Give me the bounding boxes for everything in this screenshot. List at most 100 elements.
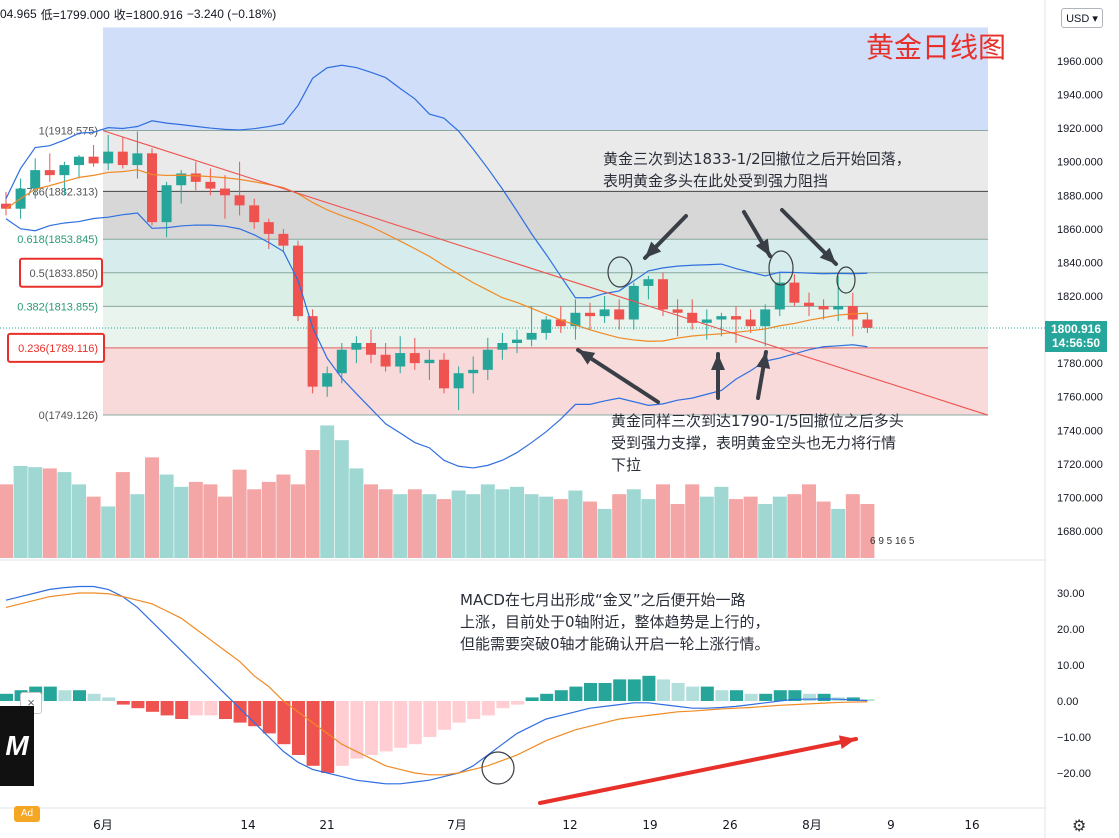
time-tick-label: 6月 [93,818,113,832]
macd-histogram-bar [175,701,189,719]
macd-histogram-bar [146,701,159,712]
candle-body [409,353,420,364]
volume-bar [72,484,86,558]
candle-body [103,151,114,164]
macd-histogram-bar [233,701,247,723]
bar-countdown: 14:56:50 [1051,336,1101,350]
volume-bar [583,501,597,558]
candle-body [74,156,84,166]
volume-bar [101,506,116,558]
annotation-arrowhead [838,735,856,750]
macd-histogram-bar [730,690,743,701]
volume-bar [174,486,189,558]
candle-body [731,316,741,320]
macd-histogram-bar [700,686,714,701]
price-tick-label: 1700.000 [1057,492,1103,504]
volume-bar [261,481,276,558]
candle-body [847,306,858,320]
candle-body [818,306,829,310]
volume-bar [539,496,554,558]
fib-zone [103,27,988,131]
volume-bar [422,494,437,558]
candle-body [585,312,595,317]
candle-body [570,312,581,327]
volume-bar [758,504,773,558]
highlight-circle [607,256,633,288]
volume-bar [291,484,305,558]
highlight-circle [836,266,856,294]
volume-bar [729,499,743,558]
macd-histogram-bar [613,679,627,701]
macd-histogram-bar [160,701,174,716]
note-line: 表明黄金多头在此处受到强力阻挡 [603,172,829,190]
volume-bar [699,496,714,558]
candle-body [774,282,785,310]
macd-histogram-bar [452,701,466,723]
macd-tick-label: 10.00 [1057,660,1085,672]
macd-histogram-bar [744,693,758,701]
macd-histogram-bar [335,701,349,766]
candle-body [497,343,508,350]
volume-bar [524,494,539,558]
time-tick-label: 12 [562,818,577,832]
note-line: 黄金同样三次到达1790-1/5回撤位之后多头 [611,412,904,430]
gear-icon[interactable]: ⚙ [1072,818,1087,835]
candle-body [59,165,70,176]
macd-histogram-bar [365,701,378,755]
volume-bar [495,489,510,558]
macd-note: MACD在七月出形成“金叉”之后便开始一路 上涨，目前处于0轴附近，整体趋势是上… [460,589,770,655]
volume-bar [13,465,28,558]
fib-highlight-box [19,257,103,288]
candle-body [628,285,639,320]
ad-logo[interactable]: M [0,706,34,786]
macd-histogram-bar [102,697,116,701]
macd-histogram-bar [0,693,13,701]
resistance-note: 黄金三次到达1833-1/2回撤位之后开始回落， 表明黄金多头在此处受到强力阻挡 [603,148,911,192]
volume-bar [232,469,247,558]
golden-cross-circle [481,751,515,785]
volume-bar [714,486,729,558]
note-line: 上涨，目前处于0轴附近，整体趋势是上行的， [460,613,770,631]
macd-tick-label: −10.00 [1057,732,1091,744]
currency-select[interactable]: USD ▾ [1061,8,1103,28]
macd-histogram-bar [394,701,408,748]
ohlc-header: 04.965 低=1799.000 收=1800.916 −3.240 (−0.… [0,4,280,24]
candle-body [263,222,274,234]
macd-histogram-bar [554,690,568,701]
macd-histogram-bar [350,701,364,759]
candle-body [789,282,800,303]
annotation-arrow [538,737,858,805]
ad-badge: Ad [14,806,40,822]
candle-body [541,319,552,333]
candle-body [220,188,230,196]
macd-histogram-bar [788,690,802,701]
fib-level-label: 0.236(1789.116) [18,343,98,355]
candle-body [658,279,668,310]
volume-bar [320,425,335,558]
open-value: 04.965 [0,7,37,21]
candle-body [366,343,376,355]
macd-histogram-bar [715,690,729,701]
volume-bar [466,494,481,558]
price-tick-label: 1740.000 [1057,425,1103,437]
volume-bar [407,489,422,558]
overlay-title: 黄金日线图 [866,31,1007,64]
macd-histogram-bar [817,693,831,701]
note-line: MACD在七月出形成“金叉”之后便开始一路 [460,591,746,609]
macd-histogram-bar [569,686,583,701]
volume-bar [334,440,349,558]
volume-bar [0,484,13,558]
volume-bar [685,484,700,558]
volume-bar [743,496,758,558]
volume-bar [451,490,466,558]
candle-body [234,195,245,206]
candle-body [672,309,683,313]
candle-body [468,369,479,374]
macd-histogram-bar [584,683,597,701]
last-price: 1800.916 [1050,322,1102,336]
candle-body [336,349,347,374]
volume-bar [568,490,583,558]
fib-zone [103,239,988,273]
volume-bar [28,467,43,558]
